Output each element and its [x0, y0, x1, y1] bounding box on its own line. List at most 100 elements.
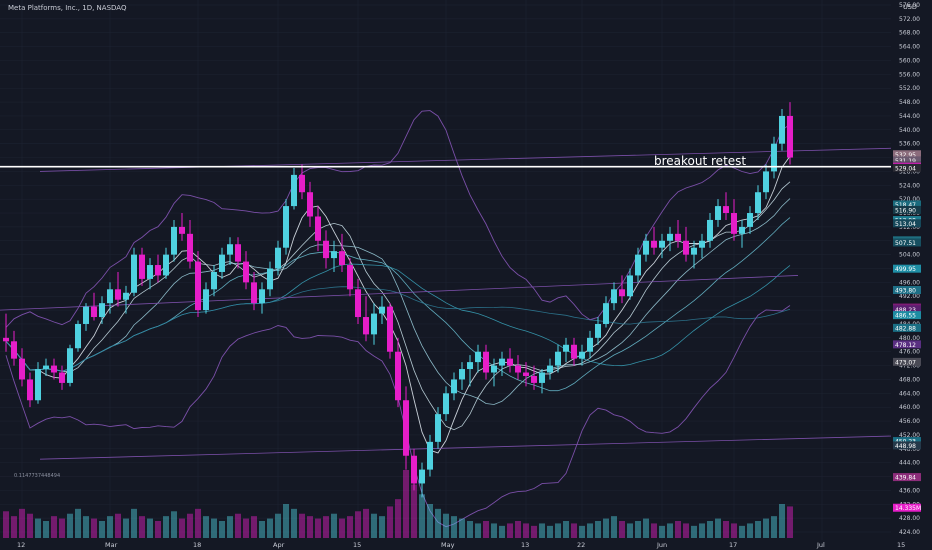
candle-body — [251, 282, 257, 304]
candle-body — [267, 268, 273, 290]
candle-body — [259, 289, 265, 304]
volume-bar — [627, 523, 633, 538]
volume-bar — [99, 521, 105, 538]
price-tick-label: 524.00 — [899, 182, 920, 189]
time-tick-label: Apr — [273, 541, 285, 549]
candle-body — [659, 240, 665, 248]
candle-body — [779, 115, 785, 144]
volume-bar — [195, 508, 201, 538]
candle-body — [387, 306, 393, 352]
candle-body — [651, 240, 657, 248]
price-tick-label: 492.00 — [899, 293, 920, 300]
volume-bar — [299, 513, 305, 538]
price-tick-label: 512.00 — [899, 224, 920, 231]
volume-bar — [379, 516, 385, 538]
candle-body — [379, 306, 385, 314]
candle-body — [771, 143, 777, 172]
price-label-box — [893, 200, 921, 209]
volume-bar — [747, 523, 753, 538]
candle-body — [227, 244, 233, 255]
volume-bar — [619, 521, 625, 538]
volume-bar — [659, 525, 665, 538]
volume-bar — [235, 513, 241, 538]
candle-body — [643, 240, 649, 255]
volume-bar — [675, 521, 681, 538]
candle-body — [747, 213, 753, 227]
price-tick-label: 552.00 — [899, 85, 920, 92]
volume-bar — [643, 518, 649, 538]
candle-body — [411, 455, 417, 484]
price-label-box — [893, 323, 921, 332]
volume-bar — [579, 525, 585, 538]
price-label: 532.95 — [895, 152, 916, 159]
volume-bar — [339, 518, 345, 538]
price-label-box — [893, 285, 921, 294]
volume-bar — [595, 521, 601, 538]
time-tick-label: Jul — [816, 541, 825, 549]
price-tick-label: 544.00 — [899, 113, 920, 120]
candle-body — [435, 414, 441, 442]
price-tick-label: 536.00 — [899, 141, 920, 148]
volume-bar — [571, 523, 577, 538]
volume-bar — [331, 513, 337, 538]
volume-bar — [115, 513, 121, 538]
candle-body — [219, 254, 225, 272]
volume-bar — [363, 508, 369, 538]
volume-bar — [603, 518, 609, 538]
price-tick-label: 472.00 — [899, 363, 920, 370]
volume-bar — [307, 516, 313, 538]
time-tick-label: Mar — [105, 541, 118, 549]
candle-body — [627, 275, 633, 297]
candle-body — [515, 365, 521, 373]
time-tick-label: 18 — [193, 541, 201, 549]
candle-body — [603, 303, 609, 324]
price-tick-label: 576.00 — [899, 2, 920, 9]
price-tick-label: 456.00 — [899, 418, 920, 425]
candle-body — [195, 261, 201, 311]
volume-bar — [67, 513, 73, 538]
price-label-box — [893, 357, 921, 366]
candle-body — [547, 365, 553, 373]
volume-bar — [779, 504, 785, 538]
volume-bar — [787, 506, 793, 538]
volume-bar — [171, 511, 177, 538]
candle-body — [3, 337, 9, 342]
volume-bar — [371, 513, 377, 538]
currency-label: USD — [903, 3, 917, 11]
candle-body — [283, 206, 289, 248]
volume-bar — [19, 508, 25, 538]
price-tick-label: 564.00 — [899, 44, 920, 51]
price-label-box — [893, 150, 921, 159]
candle-body — [291, 174, 297, 207]
price-label-box — [893, 156, 921, 165]
price-label-box — [893, 473, 921, 482]
price-labels: 532.95531.19529.70529.37529.04518.47516.… — [893, 150, 921, 512]
time-tick-label: 15 — [353, 541, 361, 549]
candle-body — [19, 358, 25, 380]
candle-body — [107, 289, 113, 304]
volume-bar — [547, 525, 553, 538]
candle-body — [683, 240, 689, 255]
volume-bar — [3, 511, 9, 538]
candle-body — [11, 341, 17, 359]
volume-bar — [59, 518, 65, 538]
candle-body — [27, 379, 33, 401]
volume-bar — [187, 513, 193, 538]
price-label-box — [893, 311, 921, 320]
volume-bar — [691, 525, 697, 538]
time-axis[interactable]: 12 Mar 18 Apr 15 May 13 22 Jun 17 Jul 15 — [17, 541, 905, 549]
price-label: 531.19 — [895, 158, 916, 165]
price-tick-label: 424.00 — [899, 529, 920, 536]
price-axis-panel[interactable] — [891, 0, 932, 550]
volume-bar — [443, 513, 449, 538]
annotation-text: breakout retest — [654, 154, 746, 168]
candle-body — [131, 254, 137, 293]
candle-body — [315, 216, 321, 241]
price-tick-label: 560.00 — [899, 57, 920, 64]
volume-bar — [515, 521, 521, 538]
candle-body — [59, 372, 65, 383]
candle-body — [115, 289, 121, 300]
candle-body — [483, 351, 489, 373]
time-tick-label: May — [441, 541, 455, 549]
